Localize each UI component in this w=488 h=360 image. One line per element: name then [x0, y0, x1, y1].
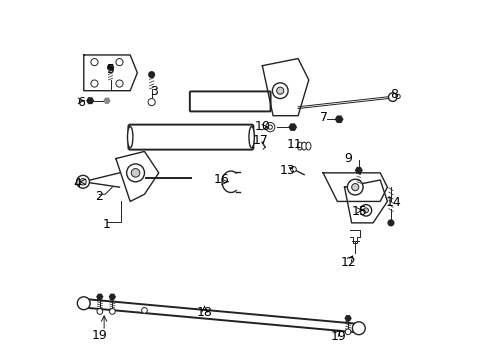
FancyBboxPatch shape [189, 91, 270, 111]
Ellipse shape [301, 142, 306, 150]
Circle shape [395, 94, 400, 99]
Polygon shape [87, 98, 93, 103]
Text: 4: 4 [74, 177, 81, 190]
Ellipse shape [305, 142, 310, 150]
Ellipse shape [297, 142, 302, 150]
Circle shape [148, 99, 155, 106]
Text: 14: 14 [385, 196, 401, 209]
Polygon shape [345, 316, 350, 321]
Circle shape [387, 220, 393, 226]
Polygon shape [116, 152, 159, 202]
Circle shape [116, 59, 123, 66]
Circle shape [80, 179, 86, 185]
Circle shape [148, 72, 154, 77]
Text: 19: 19 [92, 329, 107, 342]
Circle shape [290, 166, 296, 172]
Circle shape [352, 322, 365, 335]
Circle shape [363, 208, 367, 213]
Circle shape [345, 329, 350, 335]
Polygon shape [355, 167, 361, 173]
Circle shape [351, 184, 358, 191]
Circle shape [126, 164, 144, 182]
Circle shape [131, 168, 140, 177]
Circle shape [109, 309, 115, 314]
Circle shape [97, 309, 102, 314]
Text: 7: 7 [319, 111, 327, 123]
Polygon shape [83, 55, 137, 91]
Circle shape [77, 175, 89, 188]
Text: 5: 5 [106, 63, 114, 76]
Text: 11: 11 [286, 138, 302, 151]
Circle shape [91, 59, 98, 66]
Text: 19: 19 [329, 330, 345, 343]
Polygon shape [344, 180, 386, 223]
FancyBboxPatch shape [128, 125, 253, 150]
Circle shape [276, 87, 283, 94]
Circle shape [265, 122, 274, 132]
Circle shape [272, 83, 287, 99]
Text: 16: 16 [213, 173, 229, 186]
Polygon shape [335, 116, 342, 122]
Polygon shape [262, 59, 308, 116]
Polygon shape [104, 98, 110, 103]
Text: 3: 3 [150, 85, 158, 98]
Text: 8: 8 [389, 89, 397, 102]
Circle shape [77, 297, 90, 310]
Polygon shape [323, 173, 386, 202]
Ellipse shape [127, 126, 133, 148]
Circle shape [107, 64, 113, 70]
Text: 18: 18 [196, 306, 212, 319]
Ellipse shape [248, 126, 254, 148]
Text: 12: 12 [340, 256, 356, 269]
Text: 10: 10 [255, 120, 270, 133]
Polygon shape [288, 124, 296, 130]
Text: 6: 6 [77, 96, 85, 109]
Circle shape [142, 307, 147, 313]
Polygon shape [109, 294, 115, 299]
Circle shape [91, 80, 98, 87]
Text: 17: 17 [252, 134, 267, 147]
Circle shape [360, 204, 371, 216]
Text: 9: 9 [344, 152, 351, 165]
Circle shape [387, 93, 396, 102]
Text: 1: 1 [103, 218, 111, 231]
Text: 13: 13 [279, 164, 295, 177]
Circle shape [267, 125, 272, 129]
Text: 2: 2 [95, 190, 103, 203]
Circle shape [116, 80, 123, 87]
Text: 15: 15 [351, 205, 366, 218]
Circle shape [346, 179, 363, 195]
Polygon shape [97, 294, 102, 299]
